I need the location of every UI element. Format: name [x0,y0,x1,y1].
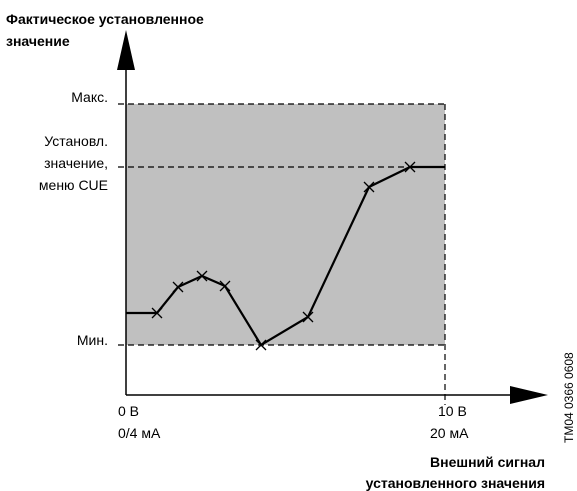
setpoint-range [126,104,445,345]
setpoint-label: Установл. [44,133,108,149]
axes [125,60,520,396]
x-axis-title: установленного значения [366,475,545,491]
title: значение [6,33,70,49]
x-start-label: 0/4 мА [118,425,161,441]
x-start-label: 0 В [118,403,139,419]
figure-code: TM04 0366 0608 [562,352,576,443]
setpoint-label: значение, [44,155,108,171]
actual-setpoint-line [126,165,445,347]
guide-lines [118,103,446,405]
y-arrow [117,30,135,70]
min-label: Мин. [77,332,108,348]
x-end-label: 20 мА [430,425,469,441]
max-label: Макс. [71,89,108,105]
title: Фактическое установленное [6,11,204,27]
markers [151,161,416,351]
x-axis-title: Внешний сигнал [430,454,545,470]
setpoint-label: меню CUE [39,177,108,193]
x-arrow [510,386,548,404]
x-end-label: 10 В [438,403,467,419]
